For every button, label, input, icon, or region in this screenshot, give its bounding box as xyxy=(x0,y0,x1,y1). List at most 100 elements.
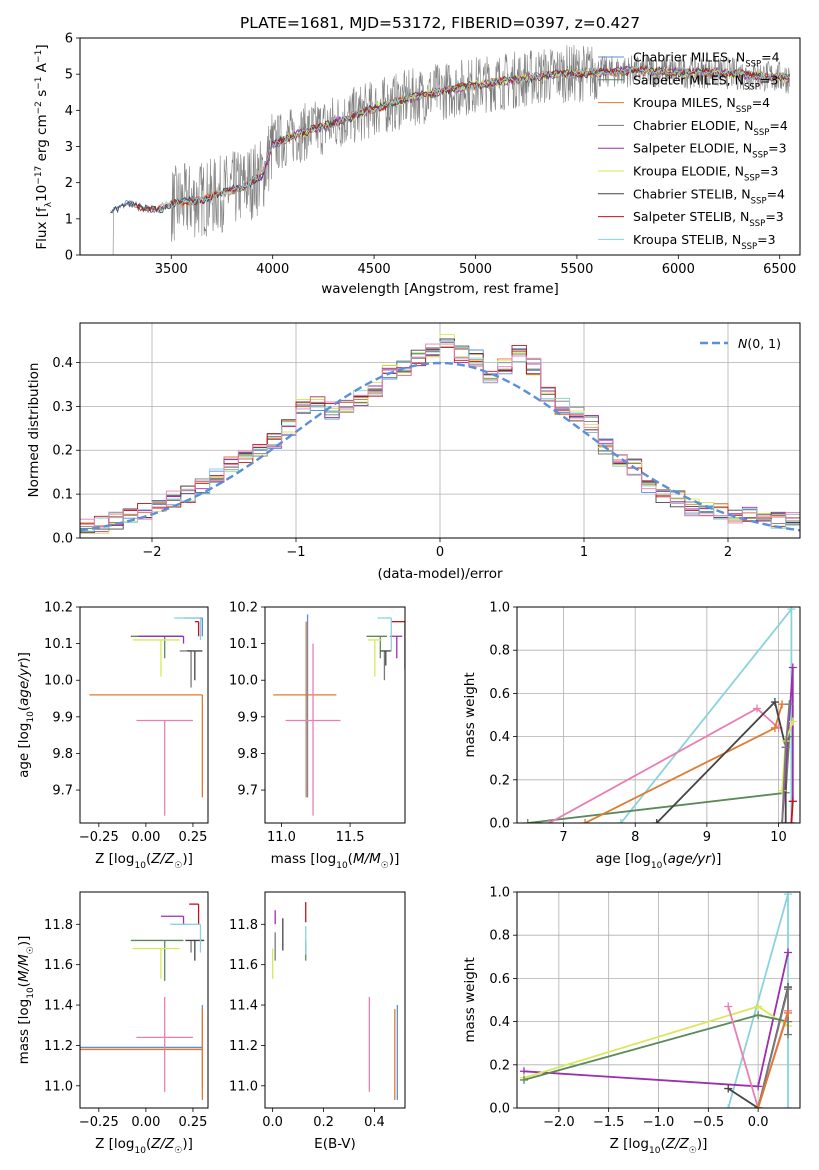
x-axis-label: Z [log10(Z/Z☉)] xyxy=(610,1136,708,1156)
y-tick-label: 9.8 xyxy=(237,747,258,762)
y-axis-label-part: 10 xyxy=(26,987,36,999)
y-axis-label: mass [log10(M/M☉)] xyxy=(16,936,36,1065)
y-axis-label-part: ( xyxy=(16,982,32,987)
x-axis-label-part: 10 xyxy=(649,1146,661,1156)
y-tick-label: 9.9 xyxy=(237,710,258,725)
x-axis-label-part: 10 xyxy=(336,861,348,871)
chart-spectrum: 3500 4000 4500 5000 5500 6000 6500 0 1 2 3 4 5 6 Chabr… xyxy=(34,32,801,297)
y-axis-label-part: A xyxy=(34,62,50,76)
legend-text: =4 xyxy=(769,118,787,133)
x-tick-label: 3500 xyxy=(155,262,188,277)
marker-chabrier_elodie xyxy=(785,700,794,709)
y-axis-label-part: Flux [f xyxy=(34,206,50,250)
y-tick-label: 0.3 xyxy=(52,400,73,415)
x-tick-label: 0.0 xyxy=(262,1115,283,1130)
legend-sub: SSP xyxy=(749,219,765,229)
legend-sub: SSP xyxy=(744,82,760,92)
legend-sub: SSP xyxy=(752,151,768,161)
marker-kroupa_elodie xyxy=(754,1002,763,1011)
marker-pink xyxy=(545,819,554,823)
x-tick-label: 0.4 xyxy=(364,1115,385,1130)
marker-kroupa_miles xyxy=(778,700,787,709)
y-tick-label: 11.0 xyxy=(44,1079,73,1094)
x-tick-label: 7 xyxy=(559,830,567,845)
legend-text: =4 xyxy=(752,95,770,110)
y-axis-label-part: )] xyxy=(16,652,32,663)
marker-salpeter_miles xyxy=(519,1075,528,1084)
series-chabrier_elodie xyxy=(757,988,789,1108)
y-tick-label: 10.0 xyxy=(44,674,73,689)
legend-text: =3 xyxy=(760,72,778,87)
legend-sub: SSP xyxy=(744,174,760,184)
axes-frame xyxy=(79,322,801,539)
y-tick-label: 0.1 xyxy=(52,488,73,503)
marker-kroupa_miles xyxy=(754,1104,763,1108)
plot-area xyxy=(523,607,797,823)
y-tick-label: 0.4 xyxy=(52,356,73,371)
legend-entry: Salpeter MILES, NSSP=3 xyxy=(633,72,778,92)
y-tick-label: 0.0 xyxy=(489,817,510,832)
x-tick-label: 10 xyxy=(770,830,787,845)
y-axis-label: age [log10(age/yr)] xyxy=(16,652,36,778)
y-tick-label: 0.8 xyxy=(489,644,510,659)
marker-kroupa_miles xyxy=(770,723,779,732)
x-axis-label-part: Z/Z xyxy=(665,1136,690,1152)
plot-area xyxy=(80,333,800,535)
y-tick-label: 0.6 xyxy=(489,972,510,987)
x-axis-label-part: )] xyxy=(389,851,400,867)
y-tick-label: 11.2 xyxy=(44,1039,73,1054)
marker-pink xyxy=(724,1002,733,1011)
legend-sub: SSP xyxy=(751,196,767,206)
plot-area xyxy=(271,902,399,1100)
x-axis-label-part: (data-model)/error xyxy=(377,566,503,582)
series-pink xyxy=(548,707,780,823)
x-tick-label: 11.0 xyxy=(267,830,296,845)
y-tick-label: 0.4 xyxy=(489,1015,510,1030)
x-tick-label: 0.2 xyxy=(313,1115,334,1130)
axes-frame xyxy=(79,37,801,256)
normal-curve xyxy=(80,361,800,532)
y-axis-label-part: ☉ xyxy=(26,946,36,954)
x-axis-label-part: ( xyxy=(660,1136,665,1152)
legend-text: Salpeter STELIB, N xyxy=(633,209,749,224)
x-tick-label: −1 xyxy=(286,545,305,560)
plot-area xyxy=(110,44,790,255)
legend-text: Chabrier ELODIE, N xyxy=(633,118,753,133)
x-tick-label: 11.5 xyxy=(336,830,365,845)
y-axis-label-part: age/yr xyxy=(16,661,32,706)
y-tick-label: 0.2 xyxy=(52,444,73,459)
legend-entry: Chabrier MILES, NSSP=4 xyxy=(633,50,780,70)
legend-text: Salpeter ELODIE, N xyxy=(633,141,752,156)
legend-text: Salpeter MILES, N xyxy=(633,72,744,87)
x-axis-label-part: Z [log xyxy=(95,851,134,867)
marker-chabrier_elodie xyxy=(784,985,793,994)
marker-kroupa_stelib xyxy=(724,1104,733,1108)
legend-text: Chabrier STELIB, N xyxy=(633,186,751,201)
marker-pink xyxy=(753,704,762,713)
legend-text: Kroupa MILES, N xyxy=(633,95,736,110)
y-axis-label-part: −2 xyxy=(34,101,44,114)
y-tick-label: 0 xyxy=(65,249,73,264)
legend-entry: Chabrier ELODIE, NSSP=4 xyxy=(633,118,788,138)
legend-text: N xyxy=(738,336,748,351)
x-axis-label-part: ☉ xyxy=(689,1146,697,1156)
legend-text: Kroupa STELIB, N xyxy=(633,232,741,247)
y-axis-label: Flux [fλ10−17 erg cm−2 s−1 A−1] xyxy=(34,44,54,249)
x-axis-label: Z [log10(Z/Z☉)] xyxy=(95,1136,193,1156)
x-axis-label-part: 10 xyxy=(134,1146,146,1156)
marker-salpeter_stelib xyxy=(787,819,796,823)
y-axis-label-part: −1 xyxy=(34,50,44,63)
x-tick-label: 5500 xyxy=(560,262,593,277)
y-tick-label: 0.4 xyxy=(489,730,510,745)
axes-frame xyxy=(79,891,209,1109)
marker-chabrier_stelib xyxy=(652,819,661,823)
legend-entry: Kroupa STELIB, NSSP=3 xyxy=(633,232,776,252)
y-axis-label-part: erg cm xyxy=(34,114,50,165)
y-tick-label: 0.0 xyxy=(489,1102,510,1117)
legend-text: =4 xyxy=(767,186,785,201)
legend-sub: SSP xyxy=(736,105,752,115)
y-axis-label: Normed distribution xyxy=(26,363,42,498)
y-tick-label: 11.4 xyxy=(44,999,73,1014)
y-tick-label: 0.8 xyxy=(489,929,510,944)
y-tick-label: 9.9 xyxy=(52,710,73,725)
